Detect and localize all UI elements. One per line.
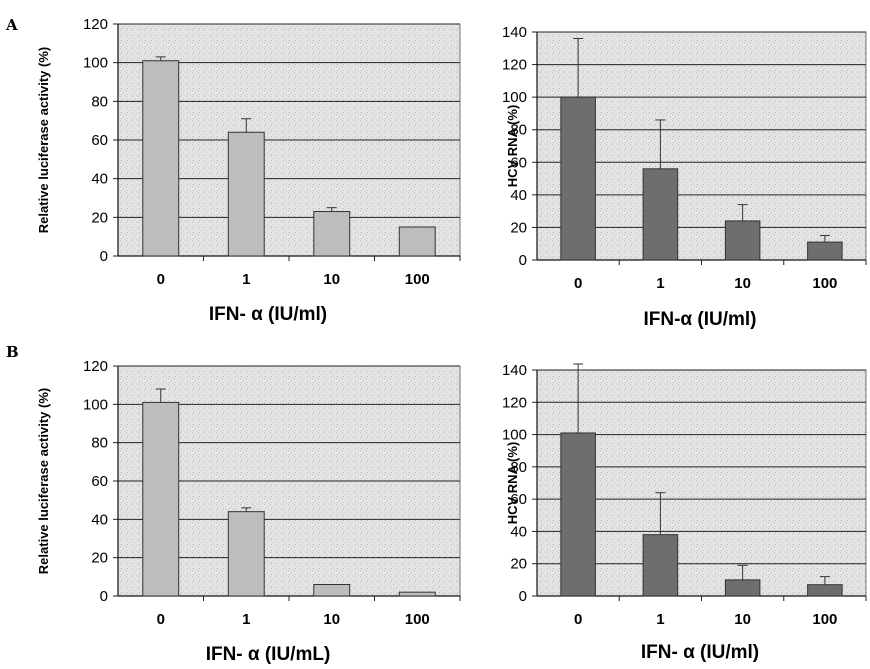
- x-tick-label: 10: [734, 275, 751, 292]
- x-tick-label: 100: [405, 611, 430, 628]
- y-tick-label: 40: [91, 171, 108, 188]
- y-tick-label: 0: [100, 588, 108, 605]
- y-tick-label: 60: [510, 491, 527, 508]
- x-axis-label: IFN- α (IU/ml): [641, 642, 759, 663]
- y-tick-label: 40: [510, 523, 527, 540]
- y-axis-label: Relative luciferase activity (%): [36, 47, 51, 233]
- x-tick-label: 0: [157, 271, 165, 288]
- x-tick-label: 10: [734, 611, 751, 628]
- x-tick-label: 0: [574, 611, 582, 628]
- x-tick-label: 100: [812, 275, 837, 292]
- bar: [142, 60, 180, 257]
- y-tick-label: 20: [91, 550, 108, 567]
- bar: [724, 220, 761, 261]
- y-tick-label: 40: [91, 511, 108, 528]
- x-tick-label: 0: [157, 611, 165, 628]
- x-tick-label: 10: [323, 271, 340, 288]
- bar: [724, 579, 761, 597]
- y-tick-label: 80: [91, 93, 108, 110]
- x-axis-label: IFN- α (IU/mL): [206, 644, 331, 665]
- panel-label-b: B: [6, 343, 19, 361]
- y-tick-label: 100: [502, 427, 527, 444]
- x-axis-label: IFN-α (IU/ml): [644, 309, 757, 330]
- chart-3: 0 20 40 60 80 100 120 0 1 10 100 Relative luciferas…: [36, 358, 461, 665]
- bar: [560, 432, 596, 597]
- bar: [227, 131, 265, 257]
- panel-label-a: A: [5, 16, 18, 34]
- x-tick-label: 100: [812, 611, 837, 628]
- x-tick-label: 1: [242, 611, 250, 628]
- y-tick-label: 140: [502, 24, 527, 41]
- y-axis-label: HCV RNA (%): [505, 105, 520, 188]
- y-tick-label: 100: [83, 396, 108, 413]
- y-axis-label: HCV RNA (%): [505, 442, 520, 525]
- y-tick-label: 40: [510, 187, 527, 204]
- x-tick-label: 1: [656, 611, 664, 628]
- bar: [560, 96, 596, 261]
- y-tick-label: 80: [91, 435, 108, 452]
- bar: [642, 534, 679, 597]
- y-tick-label: 60: [510, 154, 527, 171]
- x-tick-label: 1: [242, 271, 250, 288]
- y-tick-label: 0: [519, 252, 527, 269]
- y-tick-label: 60: [91, 473, 108, 490]
- bar: [642, 168, 679, 261]
- y-tick-label: 100: [502, 89, 527, 106]
- bar: [807, 584, 843, 597]
- y-tick-label: 20: [510, 219, 527, 236]
- y-tick-label: 100: [83, 55, 108, 72]
- x-tick-label: 10: [323, 611, 340, 628]
- y-tick-label: 80: [510, 459, 527, 476]
- y-tick-label: 20: [510, 556, 527, 573]
- x-tick-label: 1: [656, 275, 664, 292]
- y-tick-label: 20: [91, 209, 108, 226]
- bar: [142, 401, 180, 597]
- bar: [313, 584, 351, 597]
- y-tick-label: 120: [502, 394, 527, 411]
- bar: [807, 241, 843, 261]
- x-tick-label: 0: [574, 275, 582, 292]
- y-tick-label: 140: [502, 362, 527, 379]
- bar: [398, 226, 436, 257]
- y-tick-label: 120: [83, 16, 108, 33]
- y-tick-label: 120: [83, 358, 108, 375]
- y-axis-label: Relative luciferase activity (%): [36, 388, 51, 574]
- bar: [398, 591, 436, 597]
- x-axis-label: IFN- α (IU/ml): [209, 304, 327, 325]
- y-tick-label: 120: [502, 57, 527, 74]
- bar: [313, 211, 351, 257]
- y-tick-label: 80: [510, 122, 527, 139]
- bar: [227, 511, 265, 597]
- y-tick-label: 60: [91, 132, 108, 149]
- x-tick-label: 100: [405, 271, 430, 288]
- chart-1: 0 20 40 60 80 100 120 0 1 10 100 Relative luciferas…: [36, 16, 461, 325]
- y-tick-label: 0: [100, 248, 108, 265]
- y-tick-label: 0: [519, 588, 527, 605]
